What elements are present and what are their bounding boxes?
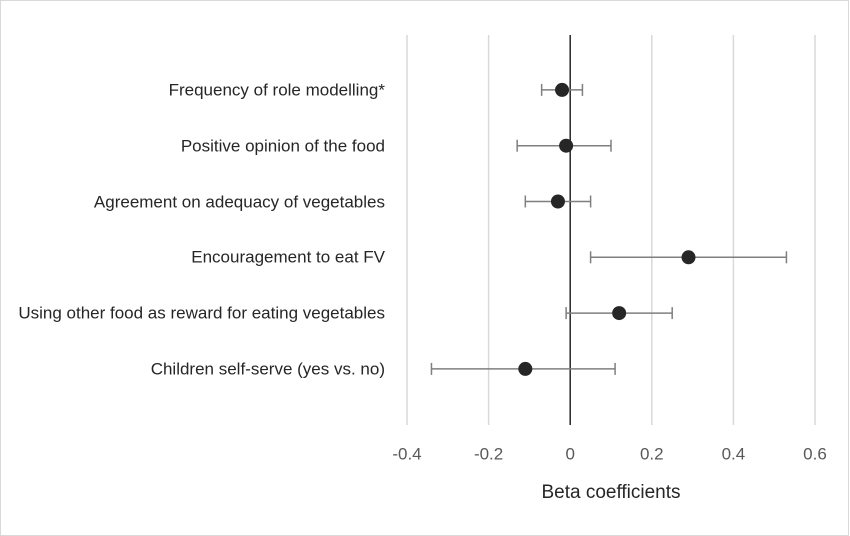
point bbox=[681, 250, 696, 265]
x-tick-label: 0.2 bbox=[640, 444, 664, 463]
x-tick-label: 0 bbox=[565, 444, 574, 463]
x-tick-label: -0.2 bbox=[474, 444, 503, 463]
category-label: Positive opinion of the food bbox=[180, 136, 385, 156]
category-label: Encouragement to eat FV bbox=[191, 247, 385, 267]
x-tick-label: 0.6 bbox=[803, 444, 827, 463]
point bbox=[550, 194, 565, 209]
x-axis-title: Beta coefficients bbox=[541, 482, 680, 503]
category-label: Children self-serve (yes vs. no) bbox=[150, 359, 385, 379]
x-tick-label: 0.4 bbox=[722, 444, 746, 463]
category-label: Frequency of role modelling* bbox=[168, 80, 385, 100]
point bbox=[612, 306, 627, 321]
x-tick-label: -0.4 bbox=[392, 444, 421, 463]
point bbox=[555, 82, 570, 97]
point bbox=[518, 361, 533, 376]
point bbox=[559, 138, 574, 153]
category-label: Using other food as reward for eating ve… bbox=[18, 303, 385, 323]
category-label: Agreement on adequacy of vegetables bbox=[93, 192, 385, 211]
